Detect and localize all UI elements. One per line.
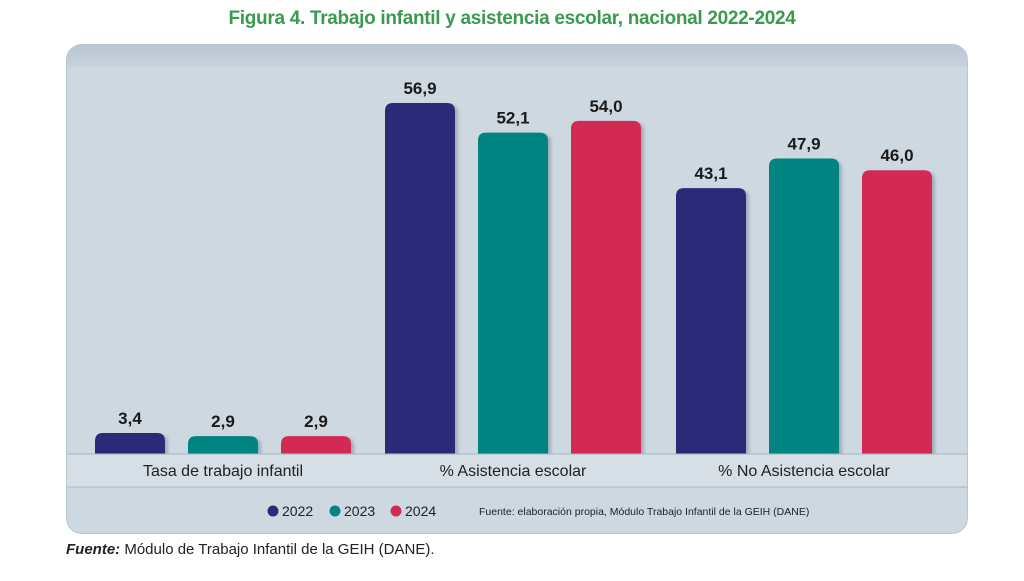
category-label-3: % No Asistencia escolar [718, 463, 890, 480]
panel-top-band [67, 45, 967, 67]
legend-label-2023: 2023 [344, 503, 375, 519]
legend-label-2024: 2024 [405, 503, 436, 519]
figure-title: Figura 4. Trabajo infantil y asistencia … [0, 8, 1024, 30]
category-labels-layer: Tasa de trabajo infantil % Asistencia esc… [143, 463, 891, 480]
bar-2023-2 [478, 132, 548, 454]
legend-swatch-2022 [267, 505, 279, 517]
value-labels-layer: 3,4 2,9 2,9 56,9 52,1 54,0 43,1 47,9 46,0 [118, 79, 913, 431]
legend-swatch-2023 [329, 505, 341, 517]
figure-title-lead: Figura 4. [228, 8, 305, 29]
bar-2022-1 [95, 433, 165, 454]
chart-note: Fuente: elaboración propia, Módulo Traba… [479, 506, 809, 518]
value-label-2022-1: 3,4 [118, 409, 142, 428]
category-label-2: % Asistencia escolar [440, 463, 587, 480]
source-text: Módulo de Trabajo Infantil de la GEIH (D… [120, 541, 435, 558]
value-label-2024-2: 54,0 [589, 97, 622, 116]
bars-layer [95, 103, 932, 454]
bar-2022-2 [385, 103, 455, 454]
bar-2023-1 [188, 436, 258, 454]
category-axis-band [67, 454, 967, 487]
source-label: Fuente: [66, 541, 121, 558]
bar-2024-3 [862, 170, 932, 454]
bar-2022-3 [676, 188, 746, 454]
value-label-2024-1: 2,9 [304, 412, 328, 431]
category-label-1: Tasa de trabajo infantil [143, 463, 303, 480]
legend-swatch-2024 [390, 505, 402, 517]
legend-item-2022: 2022 [267, 503, 313, 519]
value-label-2023-2: 52,1 [496, 109, 529, 128]
value-label-2024-3: 46,0 [880, 146, 913, 165]
legend-label-2022: 2022 [282, 503, 313, 519]
value-label-2022-2: 56,9 [403, 79, 436, 98]
value-label-2023-3: 47,9 [787, 135, 820, 154]
legend-item-2024: 2024 [390, 503, 436, 519]
bar-2024-2 [571, 120, 641, 454]
bar-chart: 3,4 2,9 2,9 56,9 52,1 54,0 43,1 47,9 46,0 Tasa d… [67, 45, 967, 519]
legend-item-2023: 2023 [329, 503, 375, 519]
chart-panel: 3,4 2,9 2,9 56,9 52,1 54,0 43,1 47,9 46,0 Tasa d… [66, 44, 968, 534]
bar-2023-3 [769, 158, 839, 454]
value-label-2022-3: 43,1 [694, 164, 727, 183]
legend: 2022 2023 2024 [267, 503, 436, 519]
value-label-2023-1: 2,9 [211, 412, 235, 431]
source-line: Fuente: Módulo de Trabajo Infantil de la… [66, 541, 434, 558]
bar-2024-1 [281, 436, 351, 454]
figure-title-text: Trabajo infantil y asistencia escolar, n… [304, 8, 796, 29]
